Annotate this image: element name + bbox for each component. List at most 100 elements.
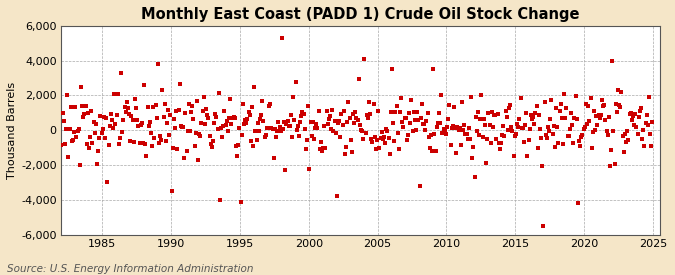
Point [250, 129, 261, 134]
Point [274, 125, 285, 129]
Point [603, 115, 614, 119]
Point [119, 105, 130, 109]
Point [567, 123, 578, 128]
Point [112, 92, 123, 97]
Point [406, 98, 417, 103]
Point [77, 104, 88, 108]
Point [236, 133, 247, 138]
Point [443, 117, 454, 122]
Point [169, 117, 180, 121]
Point [487, 110, 497, 114]
Point [412, 110, 423, 114]
Point [640, 121, 651, 126]
Point [174, 82, 185, 86]
Point [598, 104, 609, 108]
Point [379, 135, 389, 139]
Point [449, 104, 460, 109]
Point [577, 132, 588, 137]
Point [328, 128, 339, 133]
Point [353, 77, 364, 81]
Point [632, 131, 643, 136]
Point [545, 117, 556, 121]
Point [235, 199, 246, 204]
Point [350, 109, 360, 114]
Point [518, 140, 529, 144]
Point [161, 120, 172, 125]
Point [371, 147, 381, 152]
Point [414, 184, 425, 188]
Point [607, 59, 618, 63]
Point [584, 119, 595, 123]
Point [376, 130, 387, 134]
Point [215, 126, 226, 130]
Point [187, 103, 198, 108]
Point [58, 119, 69, 123]
Point [462, 136, 473, 141]
Point [549, 144, 560, 149]
Point [535, 127, 545, 131]
Point [313, 109, 324, 113]
Point [232, 153, 242, 158]
Point [248, 144, 259, 149]
Point [290, 79, 301, 84]
Point [135, 123, 146, 127]
Point [177, 125, 188, 130]
Point [123, 105, 134, 110]
Point [209, 120, 219, 125]
Point [636, 105, 647, 110]
Point [389, 139, 400, 143]
Point [431, 125, 442, 130]
Point [69, 130, 80, 134]
Point [513, 125, 524, 130]
Point [207, 144, 217, 149]
Point [336, 112, 347, 116]
Point [100, 136, 111, 140]
Point [211, 115, 222, 120]
Point [369, 102, 379, 107]
Point [238, 102, 248, 107]
Point [580, 101, 591, 106]
Point [569, 116, 580, 120]
Point [541, 133, 551, 137]
Point [407, 129, 418, 133]
Point [189, 143, 200, 148]
Point [159, 101, 170, 106]
Point [479, 117, 489, 121]
Point [284, 124, 295, 128]
Point [228, 115, 239, 119]
Point [621, 139, 632, 144]
Point [620, 131, 630, 136]
Point [560, 116, 570, 120]
Point [497, 132, 508, 137]
Point [472, 110, 483, 114]
Point [382, 128, 393, 133]
Point [158, 115, 169, 120]
Point [595, 113, 606, 117]
Point [181, 149, 192, 153]
Point [435, 121, 446, 125]
Point [120, 110, 131, 114]
Point [308, 137, 319, 141]
Point [251, 138, 262, 142]
Point [173, 108, 184, 112]
Point [483, 111, 494, 115]
Point [514, 116, 524, 121]
Point [546, 98, 557, 102]
Point [338, 109, 349, 114]
Point [418, 122, 429, 126]
Point [450, 126, 460, 130]
Point [241, 120, 252, 125]
Point [590, 128, 601, 133]
Point [445, 143, 456, 148]
Point [151, 116, 162, 120]
Point [602, 133, 613, 137]
Point [448, 124, 458, 129]
Point [579, 125, 590, 129]
Point [63, 154, 74, 159]
Point [528, 115, 539, 120]
Point [213, 91, 224, 95]
Point [246, 105, 257, 109]
Point [631, 125, 642, 129]
Point [138, 83, 149, 87]
Point [340, 152, 350, 157]
